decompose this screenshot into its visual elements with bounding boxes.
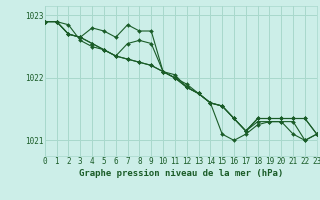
X-axis label: Graphe pression niveau de la mer (hPa): Graphe pression niveau de la mer (hPa) — [79, 169, 283, 178]
